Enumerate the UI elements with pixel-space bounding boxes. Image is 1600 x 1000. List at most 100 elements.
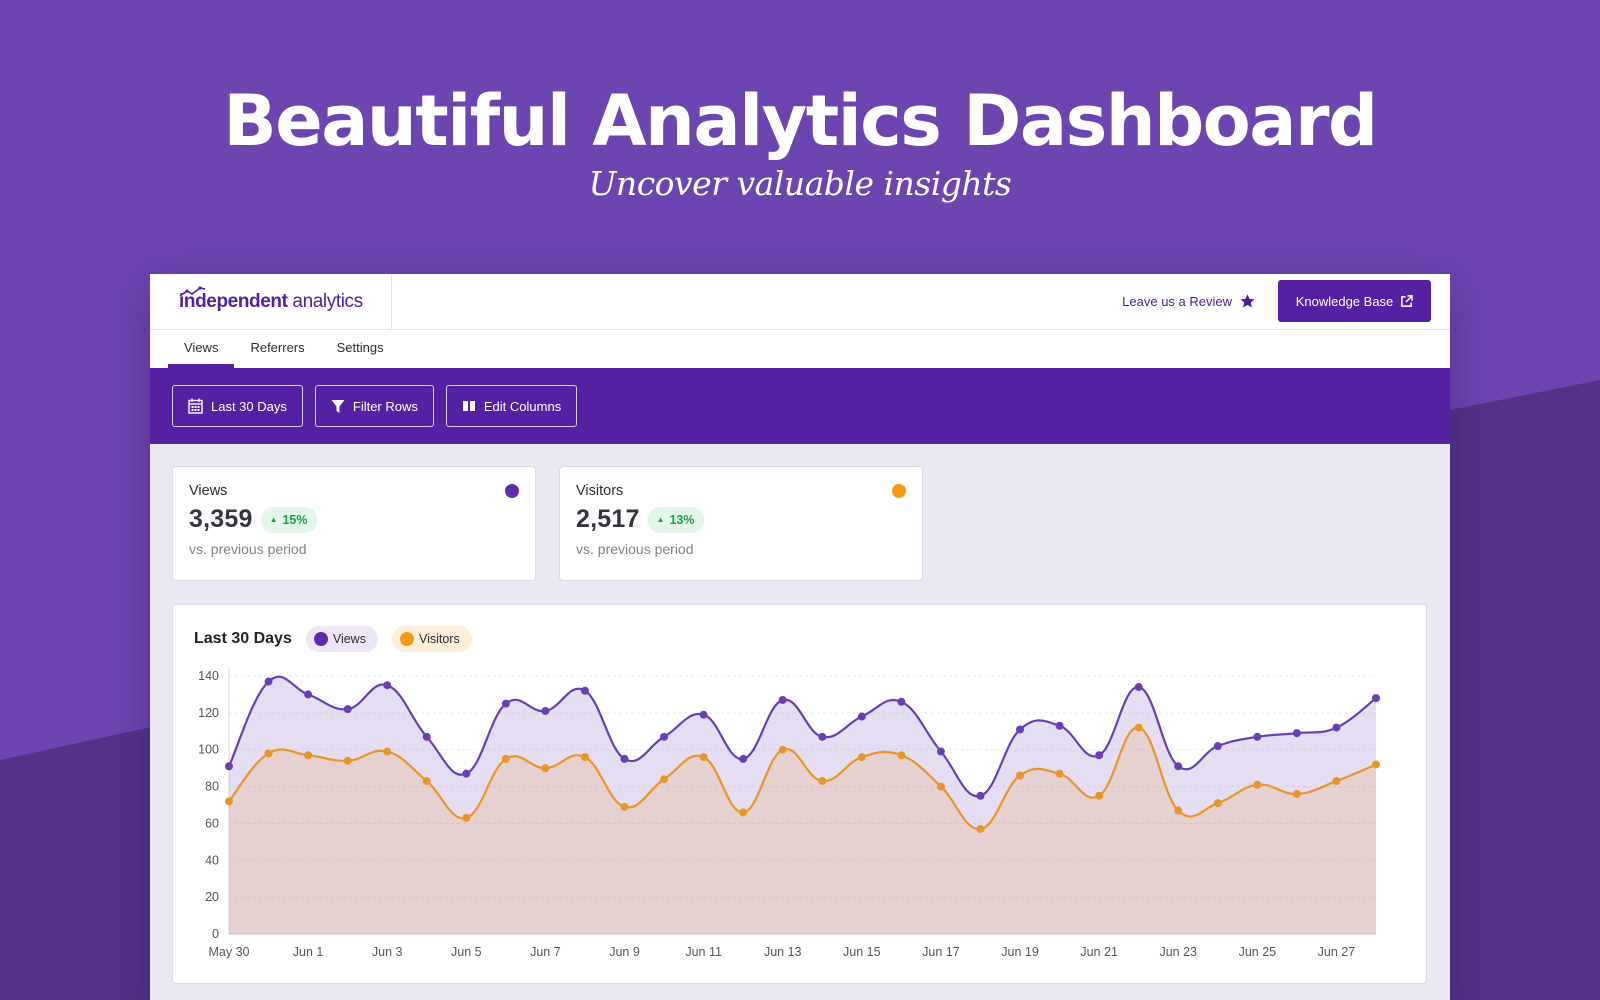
data-point-views (1134, 683, 1143, 692)
data-point-views (580, 686, 589, 695)
card-subtext: vs. previous period (576, 541, 694, 557)
external-link-icon (1401, 294, 1414, 307)
line-chart: 0 20 40 60 80 100 120 140 May 30 Jun 1 Jun 3 Jun 5 J… (198, 668, 1380, 959)
y-tick-label: 40 (205, 853, 219, 867)
date-range-label: Last 30 Days (211, 398, 287, 414)
data-point-views (501, 699, 510, 708)
data-point-views (1372, 694, 1380, 703)
data-point-visitors (501, 754, 510, 763)
data-point-visitors (541, 764, 550, 773)
y-tick-label: 100 (198, 743, 219, 757)
data-point-views (304, 690, 313, 699)
card-value: 3,359 (189, 505, 253, 533)
data-point-visitors (1055, 769, 1064, 778)
logo[interactable]: independent analytics (150, 274, 392, 330)
filter-rows-button[interactable]: Filter Rows (314, 385, 434, 427)
card-subtext: vs. previous period (189, 541, 307, 557)
logo-text: independent analytics (179, 291, 363, 313)
change-badge: ▲ 15% (260, 506, 317, 533)
data-point-views (541, 707, 550, 716)
series-area-views (229, 676, 1376, 934)
x-tick-label: Jun 23 (1159, 945, 1197, 959)
x-tick-label: Jun 17 (922, 945, 960, 959)
hero: Beautiful Analytics Dashboard Uncover va… (0, 78, 1600, 204)
x-tick-label: Jun 7 (530, 945, 561, 959)
y-tick-label: 80 (205, 780, 219, 794)
data-point-visitors (1372, 760, 1380, 769)
data-point-views (1055, 721, 1064, 730)
x-tick-label: Jun 15 (843, 945, 881, 959)
stat-cards: Views 3,359 ▲ 15% vs. previous period Vi… (150, 444, 1450, 581)
tab-bar: Views Referrers Settings (150, 330, 1450, 368)
data-point-views (1292, 729, 1301, 738)
data-point-visitors (739, 808, 748, 817)
chart-title: Last 30 Days (194, 630, 292, 647)
logo-bold: independent (179, 290, 288, 312)
review-label: Leave us a Review (1122, 293, 1232, 309)
data-point-views (1332, 723, 1341, 732)
x-tick-label: Jun 13 (764, 945, 802, 959)
data-point-views (1174, 762, 1183, 771)
data-point-views (699, 710, 708, 719)
series-area-visitors (229, 727, 1376, 934)
data-point-visitors (778, 745, 787, 754)
date-range-button[interactable]: Last 30 Days (172, 385, 303, 427)
views-card: Views 3,359 ▲ 15% vs. previous period (172, 466, 536, 581)
y-tick-label: 140 (198, 669, 219, 683)
tab-views[interactable]: Views (168, 330, 235, 368)
data-point-views (264, 677, 273, 686)
calendar-icon (188, 398, 203, 414)
change-value: 13% (669, 512, 695, 527)
data-point-views (778, 695, 787, 704)
x-tick-label: Jun 21 (1080, 945, 1118, 959)
data-point-views (936, 747, 945, 756)
data-point-visitors (225, 797, 233, 806)
data-point-visitors (660, 775, 669, 784)
legend-visitors[interactable]: Visitors (391, 626, 472, 652)
data-point-views (897, 697, 906, 706)
data-point-views (1016, 725, 1025, 734)
star-icon (1240, 294, 1255, 308)
edit-columns-label: Edit Columns (483, 398, 562, 414)
data-point-views (660, 732, 669, 741)
data-point-views (620, 754, 629, 763)
x-tick-label: Jun 11 (685, 945, 722, 959)
legend-views[interactable]: Views (305, 626, 378, 652)
chart-card: 0 20 40 60 80 100 120 140 May 30 Jun 1 Jun 3 Jun 5 J… (172, 604, 1427, 984)
logo-spark-icon (179, 285, 206, 297)
change-badge: ▲ 13% (647, 506, 704, 533)
card-label: Visitors (576, 483, 624, 499)
visitors-card: Visitors 2,517 ▲ 13% vs. previous period (559, 466, 923, 581)
data-point-visitors (422, 777, 431, 786)
data-point-views (857, 712, 866, 721)
hero-subtitle: Uncover valuable insights (588, 164, 1012, 203)
x-tick-label: Jun 19 (1001, 945, 1039, 959)
x-tick-label: Jun 1 (293, 945, 324, 959)
hero-title: Beautiful Analytics Dashboard (223, 80, 1378, 162)
data-point-visitors (343, 756, 352, 765)
up-arrow-icon: ▲ (269, 515, 278, 524)
tab-referrers[interactable]: Referrers (250, 340, 305, 355)
x-tick-label: Jun 3 (372, 945, 403, 959)
data-point-visitors (620, 802, 629, 811)
data-point-visitors (462, 813, 471, 822)
tab-settings[interactable]: Settings (336, 340, 384, 355)
legend-views-label: Views (332, 632, 366, 646)
x-tick-label: Jun 5 (451, 945, 482, 959)
data-point-views (739, 754, 748, 763)
visitors-dot (892, 484, 906, 498)
chart-header: Last 30 Days Views Visitors (194, 626, 486, 652)
views-dot (505, 484, 519, 498)
top-right-actions: Leave us a Review Knowledge Base (1122, 280, 1431, 322)
toolbar: Last 30 Days Filter Rows Edit Columns (150, 368, 1450, 444)
knowledge-base-button[interactable]: Knowledge Base (1278, 280, 1431, 322)
up-arrow-icon: ▲ (656, 515, 665, 524)
data-point-views (1213, 742, 1222, 751)
edit-columns-button[interactable]: Edit Columns (445, 385, 578, 427)
filter-rows-label: Filter Rows (352, 398, 418, 414)
data-point-visitors (1134, 723, 1143, 732)
change-value: 15% (282, 512, 308, 527)
x-tick-label: Jun 25 (1239, 945, 1277, 959)
leave-review-link[interactable]: Leave us a Review (1122, 293, 1256, 309)
y-tick-label: 120 (198, 706, 219, 720)
